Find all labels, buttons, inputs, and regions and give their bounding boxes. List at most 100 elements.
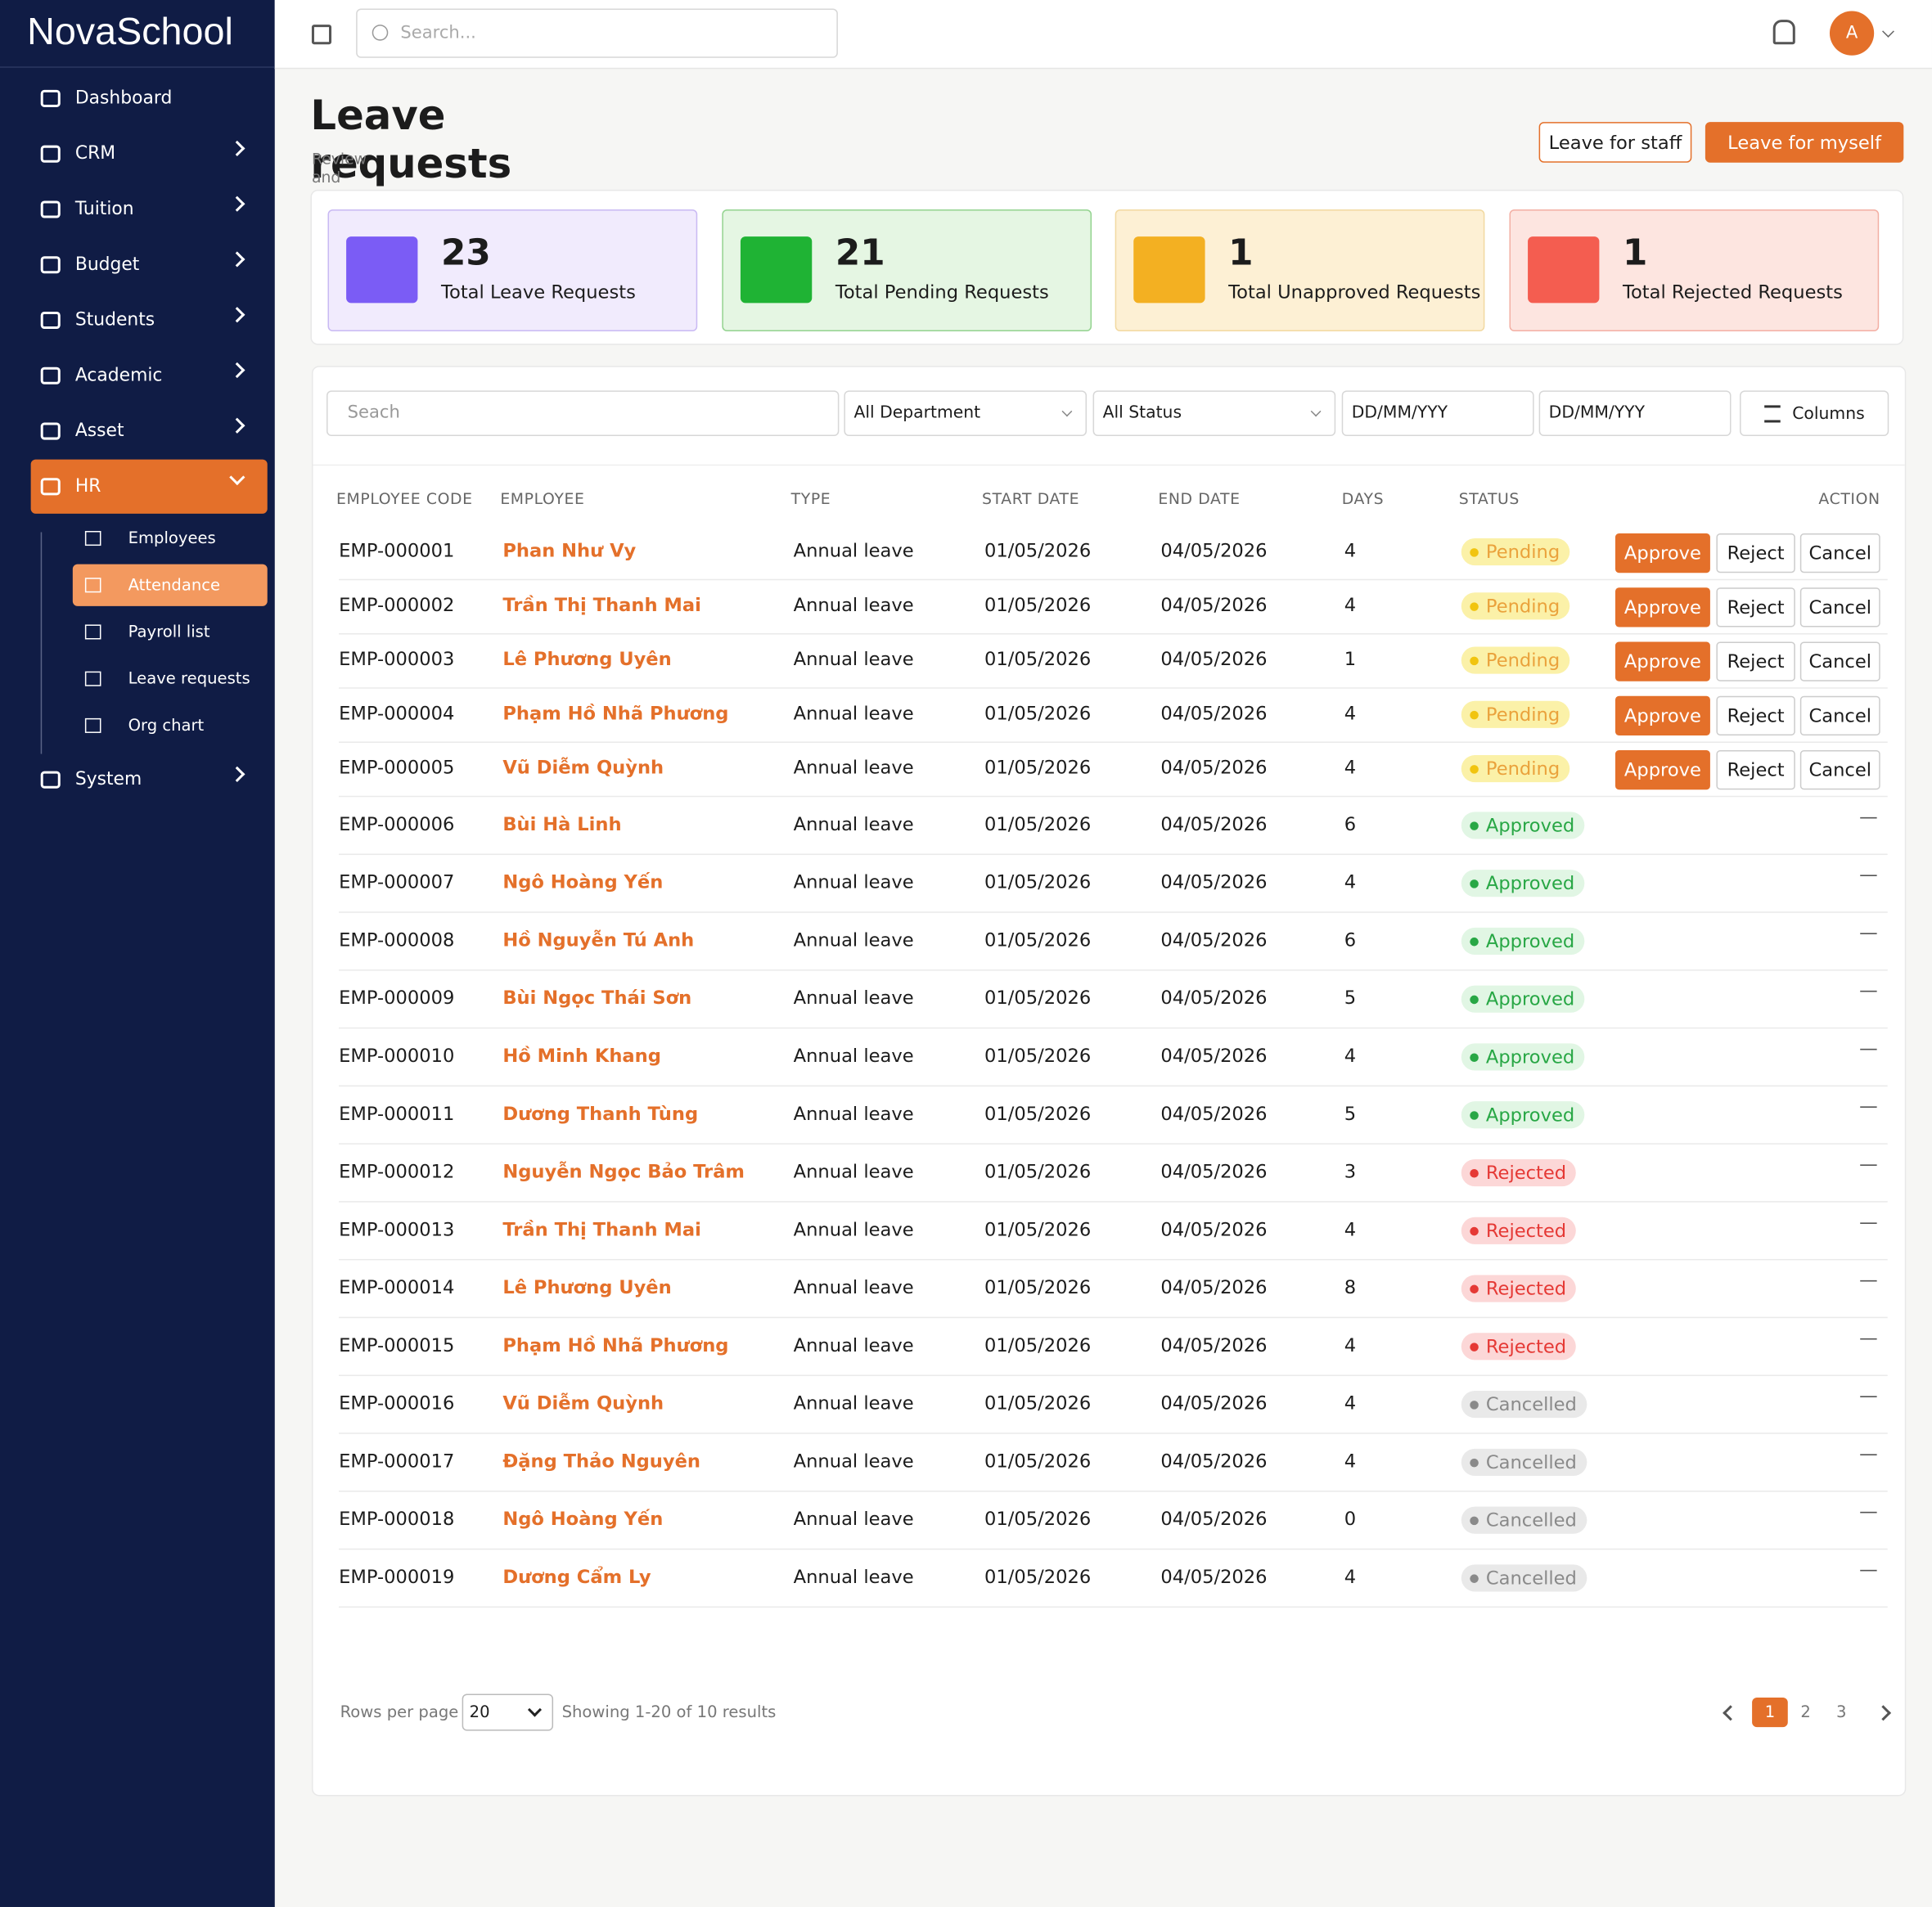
table-cell: Annual leave <box>793 986 914 1009</box>
employee-name[interactable]: Lê Phương Uyên <box>502 648 672 671</box>
submenu-icon <box>84 530 101 546</box>
search-box[interactable]: Search... <box>356 8 838 58</box>
filter-select-label: All Status <box>1102 403 1182 423</box>
filter-select[interactable]: All Department <box>844 390 1088 437</box>
stat-icon <box>1133 236 1205 304</box>
no-action: — <box>1859 1210 1878 1233</box>
table-cell: 8 <box>1344 1275 1357 1298</box>
nav-item[interactable]: Students <box>31 293 268 347</box>
action-button[interactable]: Reject <box>1716 641 1795 681</box>
action-button[interactable]: Cancel <box>1799 750 1880 790</box>
nav-item[interactable]: Asset <box>31 404 268 458</box>
leave-for-staff-button[interactable]: Leave for staff <box>1538 122 1692 163</box>
employee-name[interactable]: Bùi Ngọc Thái Sơn <box>502 986 692 1009</box>
table-cell: EMP-000007 <box>339 870 455 893</box>
submenu-item[interactable]: Attendance <box>72 564 268 606</box>
leave-for-myself-button[interactable]: Leave for myself <box>1705 122 1904 163</box>
employee-name[interactable]: Bùi Hà Linh <box>502 812 622 835</box>
filter-select[interactable]: All Status <box>1092 390 1336 437</box>
nav-item[interactable]: HR <box>30 459 268 514</box>
employee-name[interactable]: Trần Thị Thanh Mai <box>502 593 701 616</box>
no-action: — <box>1859 978 1878 1001</box>
divider <box>313 464 1905 466</box>
employee-name[interactable]: Hồ Minh Khang <box>502 1044 661 1067</box>
toggle-icon[interactable] <box>311 25 332 45</box>
rows-per-page-value: 20 <box>469 1703 490 1723</box>
table-cell: 01/05/2026 <box>984 1217 1092 1240</box>
action-button[interactable]: Approve <box>1615 587 1710 627</box>
page-button[interactable]: 3 <box>1836 1702 1847 1722</box>
submenu-item[interactable]: Payroll list <box>73 611 268 653</box>
nav-arrow <box>229 251 245 268</box>
page-button[interactable]: 2 <box>1800 1702 1811 1722</box>
action-button[interactable]: Cancel <box>1799 641 1880 681</box>
nav-icon <box>40 256 61 274</box>
nav-icon <box>40 771 61 789</box>
nav-item[interactable]: Tuition <box>31 182 268 236</box>
action-button[interactable]: Cancel <box>1799 587 1880 627</box>
table-cell: 04/05/2026 <box>1160 928 1268 951</box>
employee-name[interactable]: Phạm Hồ Nhã Phương <box>502 702 729 725</box>
employee-name[interactable]: Dương Cẩm Ly <box>502 1565 651 1588</box>
table-cell: 04/05/2026 <box>1160 1101 1268 1125</box>
submenu-label: Leave requests <box>128 669 250 688</box>
rows-per-page-select[interactable]: 20 <box>462 1693 554 1731</box>
table-cell: Annual leave <box>793 1159 914 1182</box>
action-button[interactable]: Reject <box>1716 750 1795 790</box>
columns-button[interactable]: Columns <box>1740 390 1889 437</box>
nav-arrow <box>229 417 245 434</box>
nav-item[interactable]: Academic <box>31 349 268 403</box>
employee-name[interactable]: Trần Thị Thanh Mai <box>502 1217 701 1240</box>
table-cell: EMP-000001 <box>339 539 455 562</box>
nav-icon <box>40 422 61 440</box>
action-button[interactable]: Cancel <box>1799 533 1880 573</box>
action-button[interactable]: Approve <box>1615 641 1710 681</box>
nav-item[interactable]: Budget <box>31 238 268 292</box>
table-cell: EMP-000018 <box>339 1507 455 1530</box>
employee-name[interactable]: Vũ Diễm Quỳnh <box>502 756 664 779</box>
avatar[interactable]: A <box>1829 11 1875 56</box>
page-button[interactable]: 1 <box>1752 1697 1788 1728</box>
nav-item[interactable]: Dashboard <box>31 71 268 125</box>
table-cell: EMP-000003 <box>339 648 455 671</box>
employee-name[interactable]: Ngô Hoàng Yến <box>502 870 664 893</box>
action-button[interactable]: Reject <box>1716 587 1795 627</box>
bell-icon[interactable] <box>1772 20 1795 45</box>
nav-arrow <box>229 196 245 212</box>
submenu-item[interactable]: Employees <box>73 517 268 559</box>
employee-name[interactable]: Vũ Diễm Quỳnh <box>502 1391 664 1414</box>
employee-name[interactable]: Ngô Hoàng Yến <box>502 1507 664 1530</box>
filter-search[interactable]: Seach <box>327 390 840 437</box>
status-badge: Pending <box>1461 755 1570 783</box>
submenu-item[interactable]: Org chart <box>73 704 268 746</box>
row-divider <box>339 578 1888 581</box>
action-button[interactable]: Cancel <box>1799 695 1880 735</box>
action-button[interactable]: Approve <box>1615 533 1710 573</box>
filter-date[interactable]: DD/MM/YYY <box>1341 390 1534 437</box>
employee-name[interactable]: Phan Như Vy <box>502 539 637 562</box>
table-cell: 01/05/2026 <box>984 648 1092 671</box>
employee-name[interactable]: Phạm Hồ Nhã Phương <box>502 1334 729 1356</box>
no-action: — <box>1859 1558 1878 1581</box>
action-button[interactable]: Approve <box>1615 695 1710 735</box>
prev-page[interactable] <box>1723 1705 1739 1721</box>
table-cell: 4 <box>1344 1217 1357 1240</box>
submenu-item[interactable]: Leave requests <box>73 658 268 699</box>
nav-item[interactable]: System <box>31 753 268 807</box>
table-cell: EMP-000004 <box>339 702 455 725</box>
action-button[interactable]: Reject <box>1716 533 1795 573</box>
employee-name[interactable]: Hồ Nguyễn Tú Anh <box>502 928 695 951</box>
filter-select-label: All Department <box>853 403 981 423</box>
column-header: STATUS <box>1458 488 1520 508</box>
employee-name[interactable]: Nguyễn Ngọc Bảo Trâm <box>502 1159 745 1182</box>
employee-name[interactable]: Lê Phương Uyên <box>502 1275 672 1298</box>
next-page[interactable] <box>1875 1705 1892 1721</box>
nav-item[interactable]: CRM <box>31 127 268 181</box>
employee-name[interactable]: Đặng Thảo Nguyên <box>502 1449 700 1472</box>
filter-date[interactable]: DD/MM/YYY <box>1538 390 1732 437</box>
employee-name[interactable]: Dương Thanh Tùng <box>502 1101 699 1125</box>
table-cell: Annual leave <box>793 648 914 671</box>
action-button[interactable]: Approve <box>1615 750 1710 790</box>
action-button[interactable]: Reject <box>1716 695 1795 735</box>
row-divider <box>339 687 1888 689</box>
